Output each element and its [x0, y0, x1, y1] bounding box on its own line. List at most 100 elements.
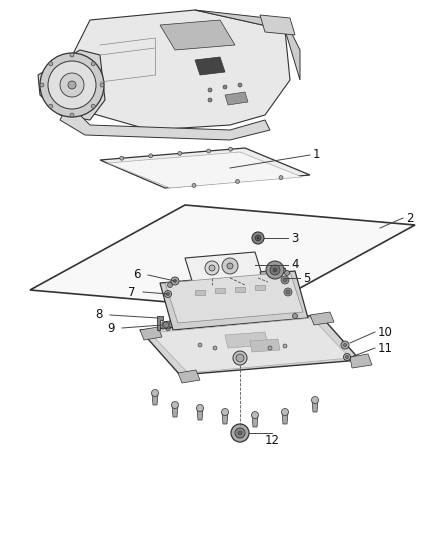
Text: 9: 9 [107, 321, 114, 335]
Circle shape [68, 81, 76, 89]
Polygon shape [310, 312, 334, 325]
Polygon shape [157, 316, 163, 330]
Text: 2: 2 [406, 212, 413, 224]
Polygon shape [235, 287, 245, 292]
Circle shape [236, 354, 244, 362]
Circle shape [163, 322, 169, 328]
Polygon shape [252, 415, 258, 427]
Polygon shape [312, 400, 318, 412]
Circle shape [49, 62, 53, 66]
Polygon shape [160, 271, 308, 330]
Circle shape [283, 344, 287, 348]
Circle shape [165, 290, 172, 297]
Circle shape [173, 279, 177, 282]
Circle shape [198, 343, 202, 347]
Circle shape [166, 326, 170, 330]
Text: 10: 10 [378, 326, 393, 338]
Polygon shape [178, 370, 200, 383]
Polygon shape [172, 405, 178, 417]
Polygon shape [282, 412, 288, 424]
Circle shape [70, 53, 74, 57]
Polygon shape [60, 110, 270, 140]
Circle shape [172, 401, 179, 408]
Text: 6: 6 [133, 269, 141, 281]
Polygon shape [215, 288, 225, 293]
Polygon shape [222, 412, 228, 424]
Text: 7: 7 [128, 286, 135, 298]
Circle shape [343, 343, 346, 346]
Circle shape [279, 175, 283, 180]
Text: 1: 1 [313, 149, 321, 161]
Circle shape [283, 278, 287, 282]
Text: 3: 3 [291, 231, 298, 245]
Circle shape [91, 104, 95, 108]
Polygon shape [165, 272, 303, 323]
Circle shape [231, 424, 249, 442]
Polygon shape [225, 332, 268, 348]
Circle shape [238, 83, 242, 87]
Circle shape [205, 261, 219, 275]
Circle shape [40, 53, 104, 117]
Polygon shape [255, 285, 265, 290]
Polygon shape [65, 10, 290, 130]
Circle shape [270, 265, 280, 275]
Circle shape [192, 183, 196, 188]
Circle shape [286, 290, 290, 294]
Circle shape [197, 405, 204, 411]
Circle shape [207, 149, 211, 153]
Circle shape [285, 271, 290, 276]
Circle shape [208, 88, 212, 92]
Text: 11: 11 [378, 342, 393, 354]
Circle shape [49, 104, 53, 108]
Polygon shape [197, 408, 203, 420]
Text: 4: 4 [291, 259, 299, 271]
Circle shape [268, 346, 272, 350]
Circle shape [152, 390, 159, 397]
Polygon shape [195, 57, 225, 75]
Circle shape [213, 346, 217, 350]
Circle shape [209, 265, 215, 271]
Polygon shape [140, 315, 360, 375]
Polygon shape [350, 354, 372, 368]
Circle shape [167, 282, 173, 287]
Polygon shape [100, 148, 310, 188]
Circle shape [171, 277, 179, 285]
Circle shape [178, 151, 182, 156]
Circle shape [222, 408, 229, 416]
Polygon shape [108, 152, 302, 188]
Circle shape [293, 313, 297, 319]
Polygon shape [152, 393, 158, 405]
Circle shape [343, 353, 350, 360]
Polygon shape [225, 92, 248, 105]
Text: 12: 12 [265, 433, 280, 447]
Circle shape [227, 263, 233, 269]
Polygon shape [38, 50, 105, 120]
Polygon shape [185, 252, 263, 284]
Circle shape [40, 83, 44, 87]
Circle shape [281, 276, 289, 284]
Circle shape [120, 156, 124, 160]
Circle shape [235, 428, 245, 438]
Polygon shape [162, 321, 170, 329]
Circle shape [100, 83, 104, 87]
Circle shape [208, 98, 212, 102]
Circle shape [233, 351, 247, 365]
Circle shape [255, 235, 261, 241]
Circle shape [222, 258, 238, 274]
Circle shape [229, 147, 233, 151]
Circle shape [70, 113, 74, 117]
Circle shape [341, 341, 349, 349]
Polygon shape [250, 339, 280, 352]
Polygon shape [195, 290, 205, 295]
Circle shape [238, 431, 242, 435]
Polygon shape [140, 327, 162, 340]
Polygon shape [195, 10, 300, 80]
Circle shape [236, 180, 240, 183]
Circle shape [273, 268, 277, 272]
Circle shape [282, 408, 289, 416]
Circle shape [60, 73, 84, 97]
Circle shape [311, 397, 318, 403]
Circle shape [166, 293, 170, 295]
Text: 8: 8 [95, 309, 102, 321]
Circle shape [48, 61, 96, 109]
